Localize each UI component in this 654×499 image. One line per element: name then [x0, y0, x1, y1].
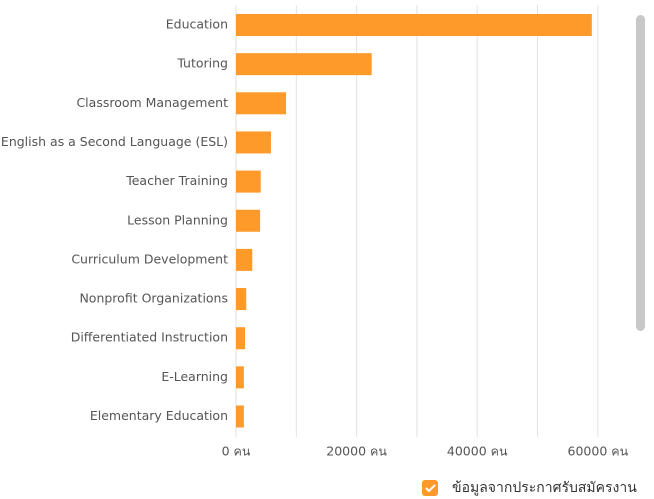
- y-tick-label: Teacher Training: [125, 173, 228, 188]
- x-tick-label: 20000 คน: [326, 444, 387, 459]
- bar: [236, 209, 261, 232]
- y-tick-label: Nonprofit Organizations: [79, 291, 228, 306]
- legend-checkbox[interactable]: [422, 480, 438, 496]
- y-tick-label: Lesson Planning: [127, 212, 228, 227]
- bar: [236, 288, 247, 311]
- y-tick-label: Elementary Education: [90, 408, 228, 423]
- bar: [236, 405, 244, 428]
- bar: [236, 131, 271, 154]
- y-tick-label: Tutoring: [176, 56, 228, 71]
- bar: [236, 53, 372, 76]
- scrollbar[interactable]: [636, 15, 645, 331]
- bar: [236, 170, 261, 193]
- bar: [236, 327, 246, 350]
- bar: [236, 14, 592, 36]
- y-tick-label: Classroom Management: [76, 95, 228, 110]
- bar: [236, 92, 287, 115]
- y-tick-label: Curriculum Development: [71, 251, 228, 266]
- y-tick-label: Education: [166, 17, 228, 32]
- legend-label: ข้อมูลจากประกาศรับสมัครงาน: [452, 480, 637, 496]
- bar: [236, 366, 244, 389]
- x-tick-label: 60000 คน: [568, 444, 629, 459]
- x-tick-label: 0 คน: [222, 444, 251, 459]
- legend-check: [425, 484, 436, 493]
- y-tick-label: English as a Second Language (ESL): [1, 134, 228, 149]
- y-tick-label: E-Learning: [161, 369, 228, 384]
- x-tick-label: 40000 คน: [447, 444, 508, 459]
- bar: [236, 248, 253, 271]
- y-tick-label: Differentiated Instruction: [71, 330, 228, 345]
